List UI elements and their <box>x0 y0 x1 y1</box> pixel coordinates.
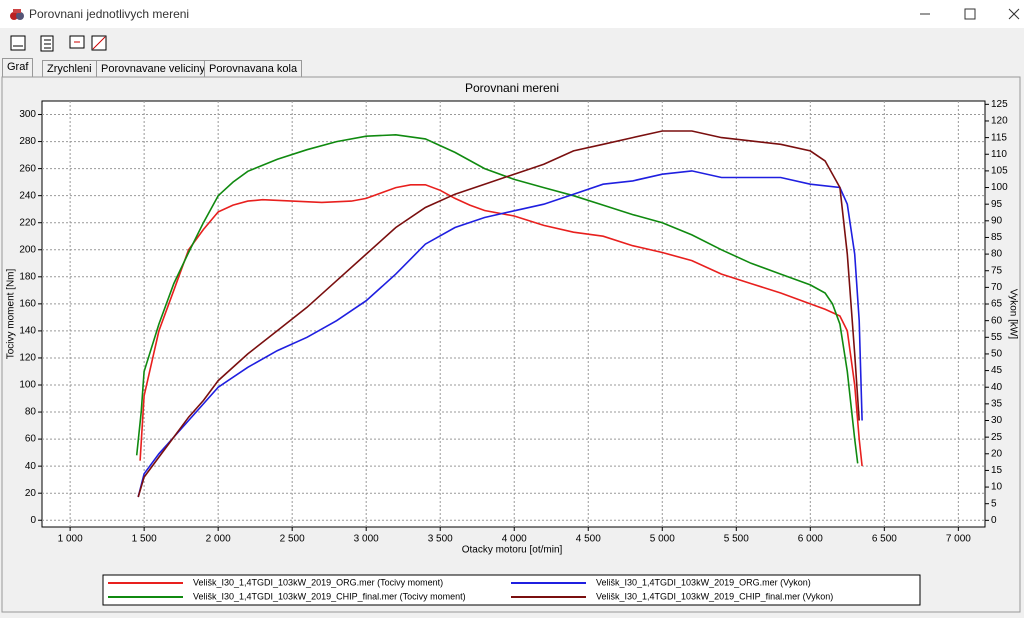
legend-label: Velišk_I30_1,4TGDI_103kW_2019_ORG.mer (V… <box>596 577 811 587</box>
tab[interactable]: Graf <box>2 58 34 78</box>
x-tick-label: 1 000 <box>58 534 83 545</box>
y2-tick-label: 15 <box>991 465 1003 476</box>
x-tick-label: 1 500 <box>132 534 157 545</box>
y2-tick-label: 65 <box>991 299 1003 310</box>
title-bar: Porovnani jednotlivych mereni <box>0 0 1024 28</box>
y2-tick-label: 20 <box>991 448 1003 459</box>
y-tick-label: 0 <box>30 515 36 526</box>
y2-tick-label: 70 <box>991 282 1003 293</box>
tab[interactable]: Porovnavana kola <box>204 60 303 78</box>
x-tick-label: 4 000 <box>502 534 527 545</box>
y-tick-label: 60 <box>25 434 37 445</box>
plot-area <box>41 100 986 528</box>
y-tick-label: 260 <box>19 163 36 174</box>
series-line <box>135 133 859 464</box>
app-icon <box>10 9 24 20</box>
chart-title: Porovnani mereni <box>465 81 559 95</box>
x-tick-label: 4 500 <box>576 534 601 545</box>
y2-tick-label: 35 <box>991 399 1003 410</box>
y2-tick-label: 95 <box>991 199 1003 210</box>
x-tick-label: 3 500 <box>428 534 453 545</box>
x-tick-label: 7 000 <box>946 534 971 545</box>
y2-tick-label: 115 <box>991 132 1007 143</box>
y2-tick-label: 5 <box>991 498 997 509</box>
x-tick-label: 6 000 <box>798 534 823 545</box>
x-tick-label: 6 500 <box>872 534 897 545</box>
y2-tick-label: 90 <box>991 215 1003 226</box>
legend-label: Velišk_I30_1,4TGDI_103kW_2019_ORG.mer (T… <box>193 577 443 587</box>
x-axis-label: Otacky motoru [ot/min] <box>462 545 563 556</box>
legend-label: Velišk_I30_1,4TGDI_103kW_2019_CHIP_final… <box>193 591 466 601</box>
y2-axis-label: Vykon [kW] <box>1007 289 1018 339</box>
y2-tick-label: 60 <box>991 315 1003 326</box>
tab[interactable]: Porovnavane veliciny <box>96 60 210 78</box>
y-tick-label: 140 <box>19 326 36 337</box>
y2-tick-label: 45 <box>991 365 1003 376</box>
toolbar[interactable] <box>8 33 118 55</box>
y-tick-label: 80 <box>25 407 37 418</box>
y2-tick-label: 30 <box>991 415 1003 426</box>
legend <box>102 574 921 606</box>
y2-tick-label: 0 <box>991 515 997 526</box>
y2-tick-label: 80 <box>991 249 1003 260</box>
x-tick-label: 3 000 <box>354 534 379 545</box>
y2-tick-label: 125 <box>991 99 1008 110</box>
y-axis-label: Tocivy moment [Nm] <box>6 268 17 359</box>
series-line <box>137 170 863 498</box>
legend-label: Velišk_I30_1,4TGDI_103kW_2019_CHIP_final… <box>596 591 833 601</box>
y-tick-label: 100 <box>19 380 36 391</box>
x-tick-label: 2 000 <box>206 534 231 545</box>
y2-tick-label: 50 <box>991 349 1003 360</box>
y2-tick-label: 110 <box>991 149 1007 160</box>
series-line <box>139 184 863 467</box>
tab[interactable]: Zrychleni <box>42 60 97 78</box>
y2-tick-label: 100 <box>991 182 1008 193</box>
y-tick-label: 220 <box>19 217 36 228</box>
window-controls[interactable] <box>914 0 1024 28</box>
y2-tick-label: 120 <box>991 116 1008 127</box>
y-tick-label: 240 <box>19 190 36 201</box>
y2-tick-label: 25 <box>991 432 1003 443</box>
y-tick-label: 40 <box>25 461 37 472</box>
y2-tick-label: 10 <box>991 482 1003 493</box>
x-tick-label: 2 500 <box>280 534 305 545</box>
y-tick-label: 20 <box>25 488 37 499</box>
panel <box>1 76 1021 613</box>
x-tick-label: 5 000 <box>650 534 675 545</box>
y2-tick-label: 105 <box>991 166 1008 177</box>
y2-tick-label: 75 <box>991 265 1003 276</box>
x-tick-label: 5 500 <box>724 534 749 545</box>
y-tick-label: 300 <box>19 109 36 120</box>
series-line <box>137 130 860 498</box>
y-tick-label: 280 <box>19 136 36 147</box>
window-title: Porovnani jednotlivych mereni <box>29 7 190 21</box>
y2-tick-label: 85 <box>991 232 1003 243</box>
y-tick-label: 200 <box>19 244 36 255</box>
y-tick-label: 120 <box>19 353 36 364</box>
y2-tick-label: 40 <box>991 382 1003 393</box>
y2-tick-label: 55 <box>991 332 1003 343</box>
y-tick-label: 160 <box>19 298 36 309</box>
y-tick-label: 180 <box>19 271 36 282</box>
